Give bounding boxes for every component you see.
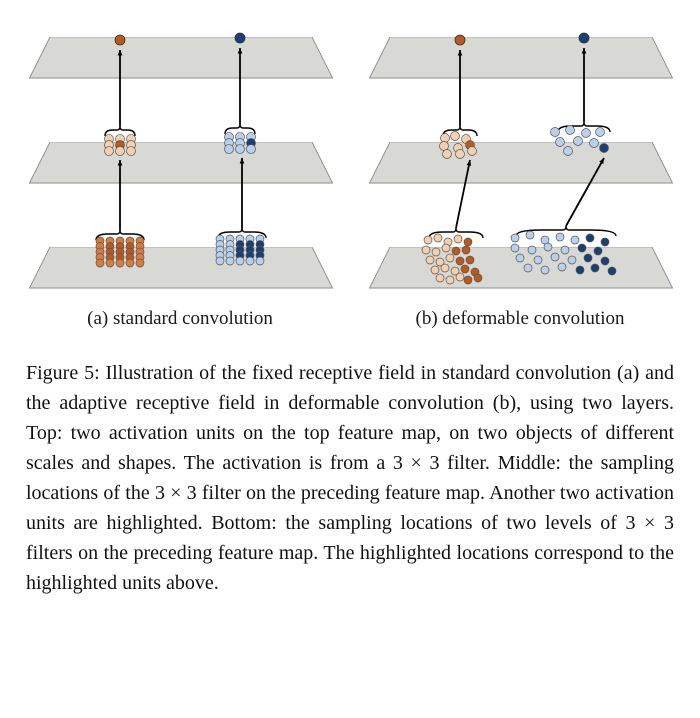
diagram-a-stack bbox=[20, 20, 340, 300]
sublabel-a: (a) standard convolution bbox=[87, 308, 273, 330]
figure-5: (a) standard convolution (b) deformable … bbox=[20, 20, 680, 598]
diagram-a-column: (a) standard convolution bbox=[20, 20, 340, 330]
sublabel-b: (b) deformable convolution bbox=[416, 308, 625, 330]
diagram-a-overlay bbox=[20, 20, 340, 300]
diagram-b-stack bbox=[360, 20, 680, 300]
diagrams-row: (a) standard convolution (b) deformable … bbox=[20, 20, 680, 330]
figure-caption: Figure 5: Illustration of the fixed rece… bbox=[20, 358, 680, 598]
diagram-b-overlay bbox=[360, 20, 680, 300]
diagram-b-column: (b) deformable convolution bbox=[360, 20, 680, 330]
